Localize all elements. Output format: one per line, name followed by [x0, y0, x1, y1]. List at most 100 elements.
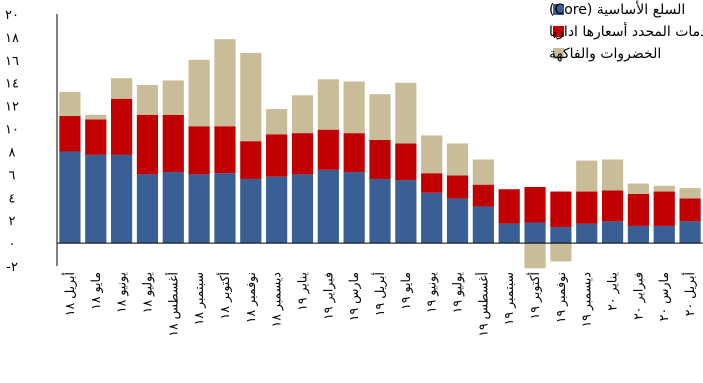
bar-segment-s2-c9	[291, 95, 314, 134]
legend-swatch	[553, 48, 564, 59]
x-tick-label: نوفمبر ١٨	[243, 272, 259, 323]
y-tick-label: -٢	[6, 260, 18, 275]
bar-segment-s0-c18	[524, 222, 546, 244]
bar-segment-s0-c15	[446, 198, 469, 244]
bar-segment-s2-c23	[653, 185, 675, 192]
x-tick-label: ديسمبر ١٨	[269, 272, 285, 328]
bar-segment-s0-c16	[472, 206, 494, 244]
bars-layer	[59, 39, 701, 269]
bar-segment-s1-c19	[550, 191, 572, 228]
x-tick-label: أبريل ٢٠	[681, 272, 698, 316]
bar-segment-s1-c16	[472, 184, 494, 207]
y-axis: -٢ ٠ ٢ ٤ ٦ ٨ ١٠ ١٢ ١٤ ١٦ ١٨ ٢٠	[5, 8, 19, 275]
legend-label: الخضروات والفاكهة	[549, 46, 661, 62]
legend-label: السلع الأساسية (Core)	[549, 0, 685, 18]
bar-segment-s1-c1	[85, 119, 107, 155]
bar-segment-s2-c14	[421, 135, 443, 174]
bar-segment-s1-c9	[291, 133, 314, 175]
bar-segment-s0-c1	[85, 154, 107, 244]
bar-segment-s1-c23	[653, 191, 675, 226]
bar-segment-s1-c15	[446, 175, 469, 199]
bar-segment-s2-c3	[136, 85, 159, 115]
bar-segment-s1-c20	[576, 191, 598, 224]
x-tick-label: مايو ١٨	[88, 272, 104, 310]
bar-segment-s2-c2	[111, 78, 133, 99]
y-tick-label: ٤	[9, 191, 16, 206]
bar-segment-s2-c18	[524, 243, 546, 269]
bar-segment-s0-c23	[653, 225, 675, 244]
bar-segment-s2-c4	[162, 80, 184, 115]
bar-segment-s0-c3	[136, 174, 159, 244]
bar-segment-s2-c22	[627, 183, 649, 194]
bar-segment-s0-c20	[576, 223, 598, 244]
x-tick-label: يناير ٢٠	[605, 271, 621, 310]
legend-label: السلع والخدمات المحدد أسعارها اداريا	[549, 22, 703, 40]
bar-segment-s0-c24	[679, 221, 701, 244]
y-tick-label: ١٢	[5, 100, 19, 115]
y-tick-label: ١٠	[5, 123, 19, 138]
bar-segment-s2-c0	[59, 91, 81, 116]
y-tick-label: ٠	[9, 237, 16, 252]
x-tick-label: مارس ٢٠	[656, 272, 672, 321]
bar-segment-s1-c7	[240, 141, 262, 179]
bar-segment-s2-c16	[472, 159, 494, 185]
bar-segment-s0-c8	[266, 176, 288, 244]
bar-segment-s1-c17	[498, 189, 520, 224]
x-tick-label: سبتمبر ١٩	[501, 272, 517, 325]
x-tick-label: يونيو ١٩	[424, 271, 440, 313]
bar-segment-s2-c6	[214, 39, 236, 127]
bar-segment-s0-c7	[240, 178, 262, 244]
bar-segment-s2-c8	[266, 109, 288, 135]
x-tick-label: نوفمبر ١٩	[553, 272, 569, 323]
x-tick-label: يناير ١٩	[295, 271, 311, 310]
bar-segment-s0-c22	[627, 225, 649, 244]
x-axis: أبريل ١٨ مايو ١٨ يونيو ١٨ يوليو ١٨ أغسطس ١٨ س…	[61, 271, 698, 336]
bar-segment-s1-c24	[679, 198, 701, 222]
y-tick-label: ١٤	[5, 77, 19, 92]
x-tick-label: مايو ١٩	[398, 272, 414, 310]
y-tick-label: ١٨	[5, 31, 19, 46]
bar-segment-s0-c6	[214, 173, 236, 244]
bar-segment-s1-c14	[421, 173, 443, 193]
bar-segment-s2-c19	[550, 243, 572, 262]
y-tick-label: ٢٠	[5, 8, 19, 23]
y-tick-label: ٦	[9, 168, 16, 183]
bar-segment-s0-c21	[601, 221, 624, 244]
y-tick-label: ٨	[9, 146, 16, 161]
bar-segment-s0-c11	[343, 172, 365, 244]
bar-segment-s1-c3	[136, 114, 159, 175]
bar-segment-s2-c15	[446, 143, 469, 176]
bar-segment-s0-c13	[395, 180, 417, 244]
bar-segment-s2-c7	[240, 52, 262, 142]
bar-segment-s2-c5	[188, 59, 210, 127]
x-tick-label: ديسمبر ١٩	[579, 272, 595, 328]
x-tick-label: أغسطس ١٨	[164, 272, 181, 337]
bar-segment-s2-c10	[317, 79, 339, 130]
bar-segment-s1-c22	[627, 193, 649, 226]
bar-segment-s1-c6	[214, 126, 236, 174]
bar-segment-s2-c21	[601, 159, 624, 191]
x-tick-label: يوليو ١٩	[450, 271, 466, 313]
x-tick-label: يوليو ١٨	[139, 271, 155, 313]
bar-segment-s1-c12	[369, 140, 391, 179]
legend: السلع الأساسية (Core) السلع والخدمات المح…	[549, 0, 703, 62]
x-tick-label: أكتوبر ١٩	[526, 272, 543, 319]
x-tick-label: فبراير ٢٠	[630, 272, 646, 320]
x-tick-label: أكتوبر ١٨	[216, 272, 233, 319]
bar-segment-s2-c20	[576, 160, 598, 192]
bar-segment-s0-c4	[162, 172, 184, 244]
bar-segment-s0-c5	[188, 174, 210, 244]
bar-segment-s2-c13	[395, 82, 417, 144]
bar-segment-s2-c24	[679, 188, 701, 199]
bar-segment-s1-c11	[343, 133, 365, 173]
y-tick-label: ١٦	[5, 54, 19, 69]
legend-swatch	[553, 4, 564, 15]
x-tick-label: أبريل ١٩	[371, 272, 388, 316]
bar-segment-s0-c19	[550, 227, 572, 244]
bar-segment-s1-c13	[395, 143, 417, 181]
bar-segment-s1-c10	[317, 129, 339, 170]
bar-segment-s1-c5	[188, 126, 210, 175]
bar-segment-s0-c2	[111, 154, 133, 244]
x-tick-label: فبراير ١٩	[320, 272, 336, 320]
x-tick-label: أبريل ١٨	[61, 272, 78, 316]
